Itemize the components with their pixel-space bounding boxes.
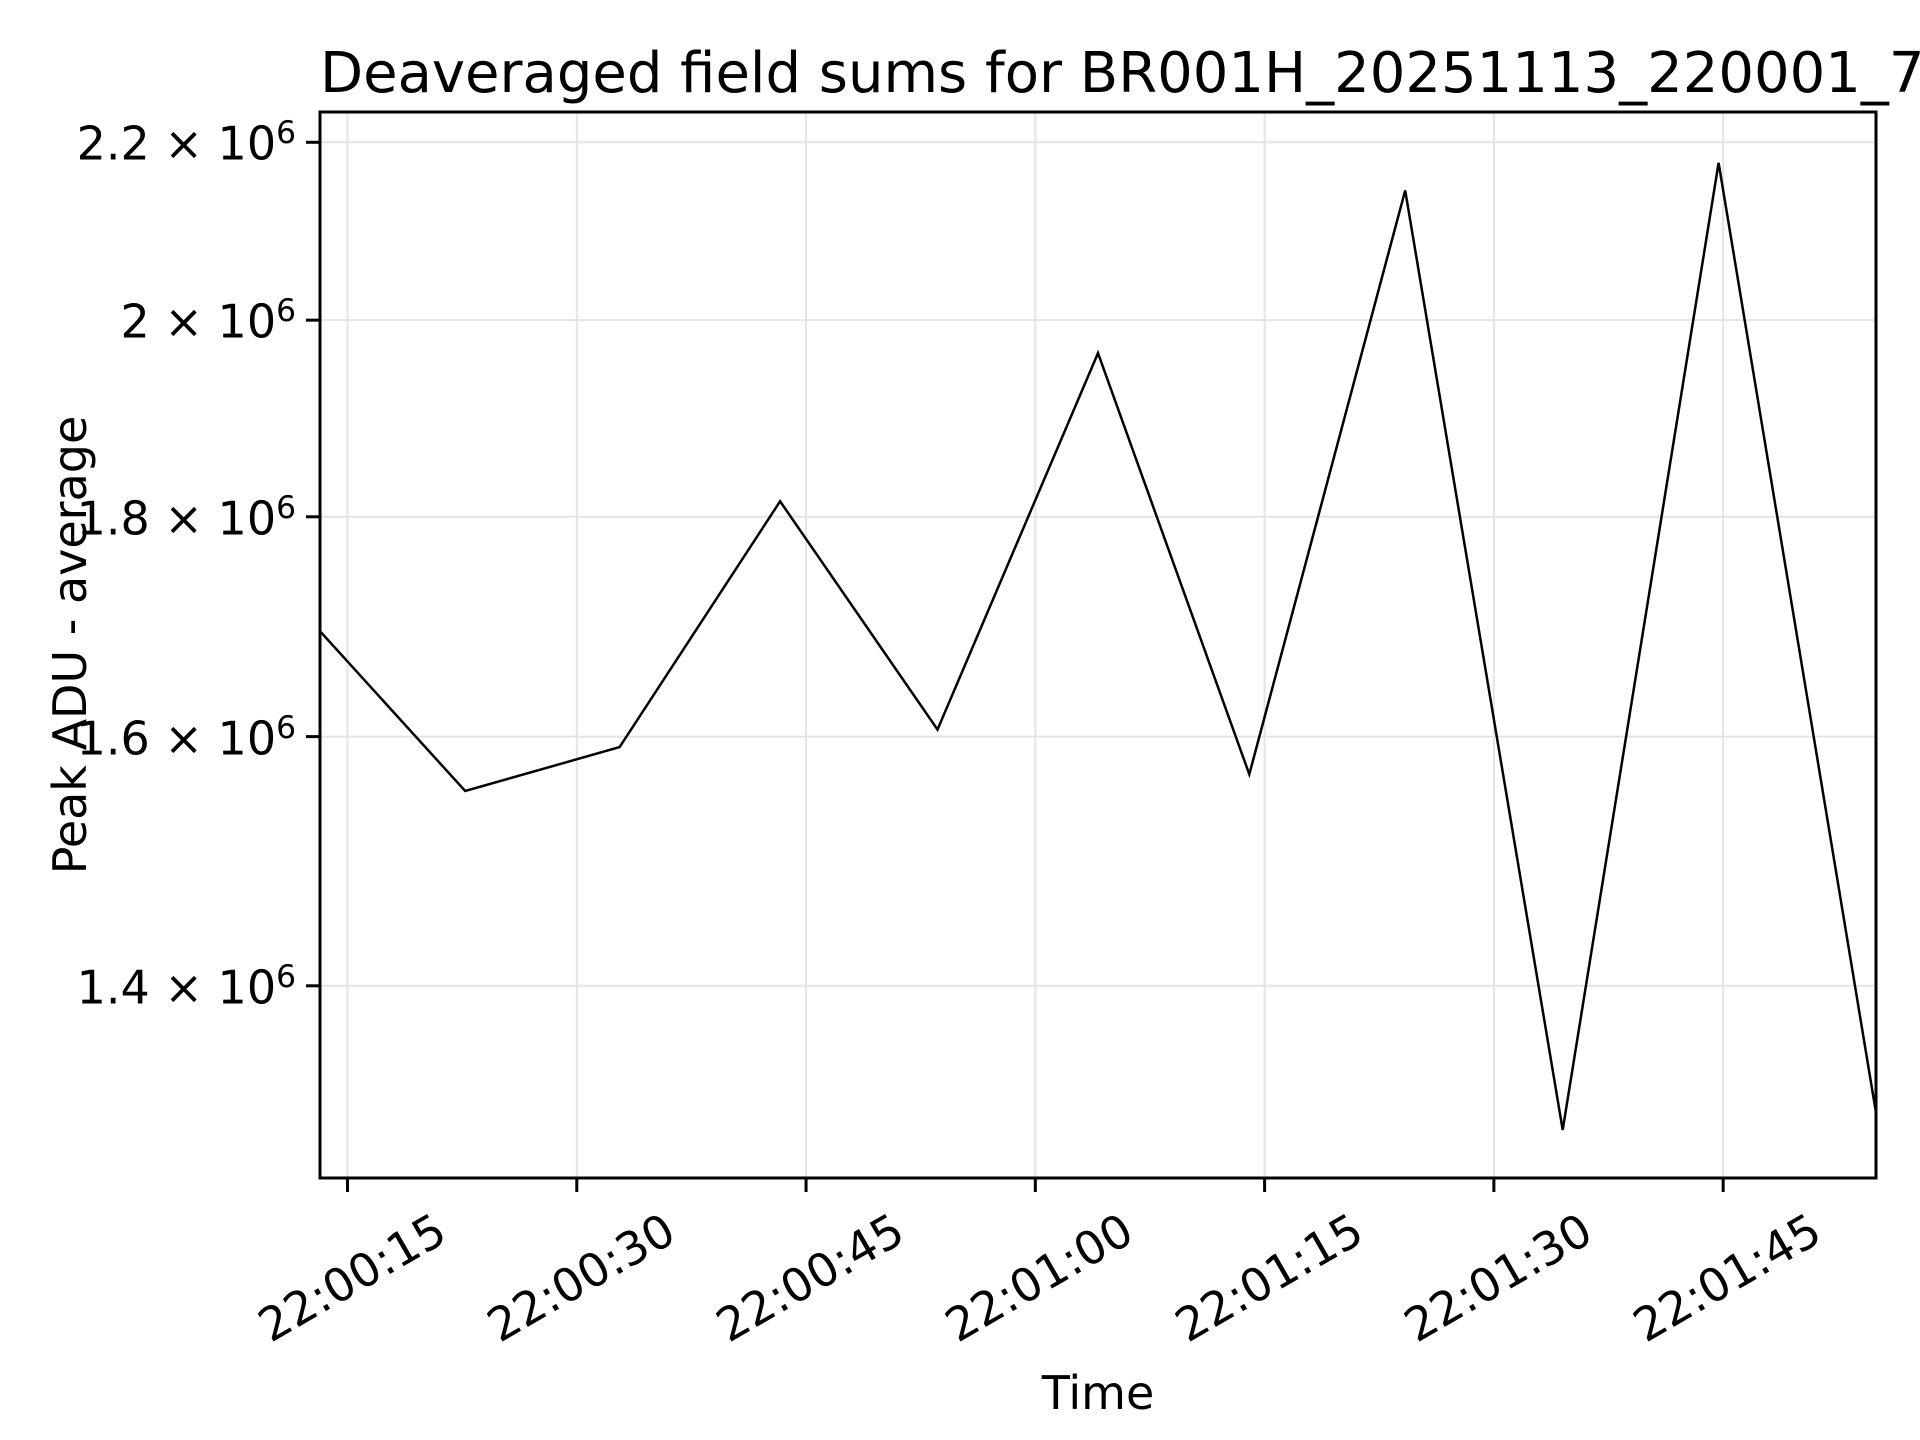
y-tick-label: 2 × 106 [120,293,297,349]
tick-marks [306,140,1725,1192]
y-tick-label: 2.2 × 106 [76,115,296,171]
data-line [319,162,1878,1131]
series-line [319,162,1878,1131]
y-tick-label: 1.4 × 106 [76,958,296,1015]
gridlines [320,112,1876,1178]
axes-spines [318,110,1878,1180]
y-tick-label: 1.8 × 106 [76,489,296,546]
chart-title: Deaveraged field sums for BR001H_2025111… [320,41,1920,106]
x-axis-label: Time [1041,1366,1155,1420]
y-tick-label: 1.6 × 106 [76,709,296,765]
